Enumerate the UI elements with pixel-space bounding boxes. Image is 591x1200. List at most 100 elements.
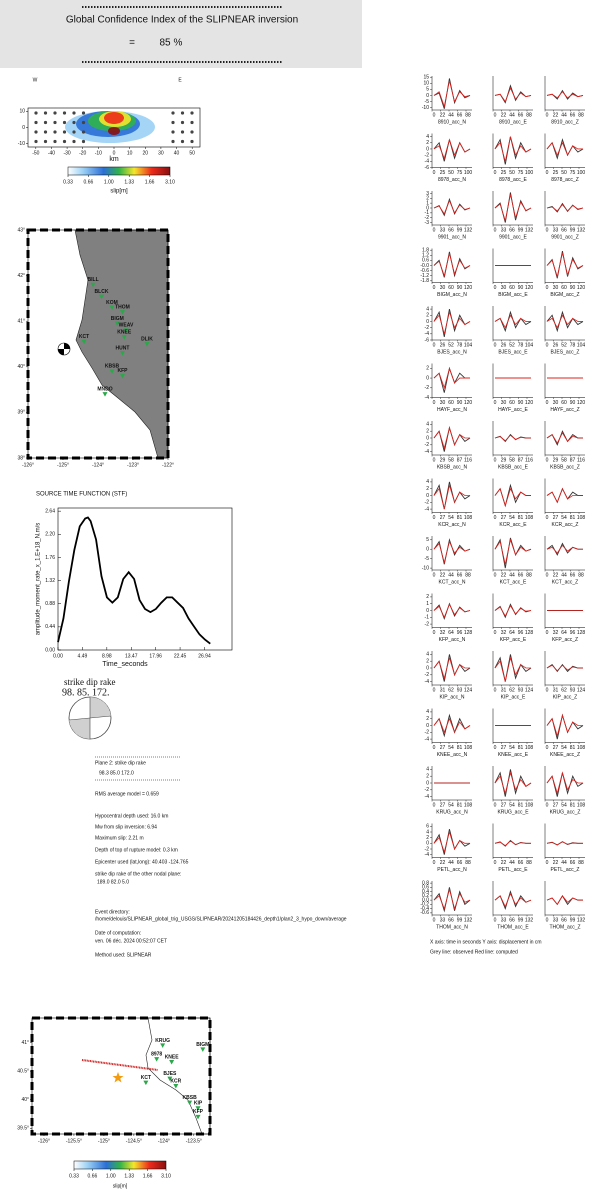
y-tick-label: -5 (425, 99, 430, 105)
syn-trace (546, 314, 583, 329)
x-tick-label: 44 (509, 112, 515, 118)
y-tick-label: -2 (425, 846, 430, 852)
y-tick-label: 5 (426, 87, 429, 93)
station-marker (120, 310, 125, 315)
x-tick-label: 87 (518, 457, 524, 463)
panel-axes (431, 191, 472, 226)
x-tick-label: 81 (457, 515, 463, 521)
x-tick-label: 30 (440, 400, 446, 406)
x-tick-label: 99 (457, 917, 463, 923)
syn-trace (546, 713, 583, 738)
x-tick-label: 0 (546, 745, 549, 751)
map-frame-inner (31, 1017, 211, 1135)
y-tick-label: 2 (426, 429, 429, 435)
x-tick-label: 0 (494, 630, 497, 636)
x-tick-label: 0 (494, 112, 497, 118)
y-tick-label: 2 (426, 594, 429, 600)
x-tick-label: 17.96 (149, 653, 162, 659)
x-tick-label: 100 (577, 170, 586, 176)
x-tick-label: 0 (433, 917, 436, 923)
station-label: BILL (88, 277, 99, 283)
x-tick-label: 75 (570, 170, 576, 176)
y-tick-label: -4 (425, 449, 430, 455)
x-tick-label: 62 (509, 687, 515, 693)
x-tick-label: 66 (561, 227, 567, 233)
subfault-dot (180, 120, 185, 125)
x-tick-label: 60 (561, 400, 567, 406)
x-tick-label: 108 (525, 745, 534, 751)
syn-trace (546, 91, 584, 99)
x-tick-label: 0 (494, 227, 497, 233)
panel-axes (544, 536, 585, 571)
station-marker (120, 373, 125, 379)
info-line: Event directory: (95, 909, 130, 915)
syn-trace (433, 426, 470, 450)
station-marker (143, 1080, 149, 1086)
y-tick-label: 2 (426, 196, 429, 202)
subfault-dot (62, 120, 67, 125)
x-tick-label: 27 (440, 745, 446, 751)
x-tick-label: 88 (578, 860, 584, 866)
x-tick-label: 22 (553, 112, 559, 118)
lon-tick-label: -126° (22, 462, 34, 468)
colorbar (73, 1160, 167, 1170)
panel-label: THOM_acc_Z (549, 924, 580, 930)
lon-tick-label: -125° (98, 1138, 110, 1144)
lat-tick-label: 40° (17, 364, 25, 370)
syn-trace (433, 656, 470, 680)
x-tick-label: 132 (464, 227, 473, 233)
x-tick-label: 88 (578, 572, 584, 578)
panel-label: KRUG_acc_N (436, 809, 468, 815)
station-marker (121, 335, 127, 340)
syn-trace (546, 841, 583, 846)
x-tick-label: 54 (448, 515, 454, 521)
lon-tick-label: -123° (127, 462, 139, 468)
x-tick-label: 128 (464, 630, 473, 636)
y-tick-label: 2 (426, 313, 429, 319)
x-tick-label: 0 (433, 342, 436, 348)
syn-trace (494, 314, 531, 329)
x-tick-label: 20 (142, 150, 148, 156)
info-line: RMS average model = 0.659 (95, 791, 159, 797)
x-tick-label: 26 (553, 342, 559, 348)
x-tick-label: 0 (546, 687, 549, 693)
station-marker (173, 1084, 179, 1089)
x-tick-label: 58 (509, 457, 515, 463)
station-label: KNEE (117, 329, 132, 335)
x-tick-label: 0 (433, 170, 436, 176)
station-marker (123, 328, 129, 333)
subfault-dot (43, 111, 48, 115)
lat-tick-label: 42° (17, 273, 25, 279)
x-tick-label: 50 (189, 150, 195, 156)
y-tick-label: 2 (426, 659, 429, 665)
panel-label: KNEE_acc_Z (550, 752, 580, 758)
syn-trace (494, 87, 532, 103)
x-tick-label: 66 (509, 917, 515, 923)
lat-tick-label: 39.5° (17, 1126, 29, 1132)
header-equals: = (129, 38, 135, 49)
syn-trace (546, 141, 583, 157)
x-tick-label: 27 (440, 515, 446, 521)
panel-label: HAYF_acc_Z (550, 407, 579, 413)
x-tick-label: 0 (433, 860, 436, 866)
x-tick-label: 0 (433, 745, 436, 751)
x-tick-label: 52 (561, 342, 567, 348)
x-tick-label: 81 (570, 515, 576, 521)
station-marker (167, 1076, 173, 1082)
colorbar-tick-label: 3.10 (161, 1173, 171, 1179)
subfault-dot (180, 130, 185, 134)
panel-axes (492, 306, 533, 341)
x-tick-label: 120 (525, 285, 534, 291)
x-tick-label: 54 (509, 745, 515, 751)
y-tick-label: -10 (422, 565, 429, 571)
x-tick-label: 64 (448, 630, 454, 636)
y-tick-label: -3 (425, 220, 430, 226)
y-tick-label: 4 (426, 134, 429, 140)
x-tick-label: 128 (577, 630, 586, 636)
x-tick-label: 22 (440, 572, 446, 578)
obs-trace (433, 829, 471, 855)
x-tick-label: 27 (553, 745, 559, 751)
panel-axes (544, 306, 585, 341)
x-tick-label: 66 (457, 112, 463, 118)
x-tick-label: 116 (525, 457, 533, 463)
